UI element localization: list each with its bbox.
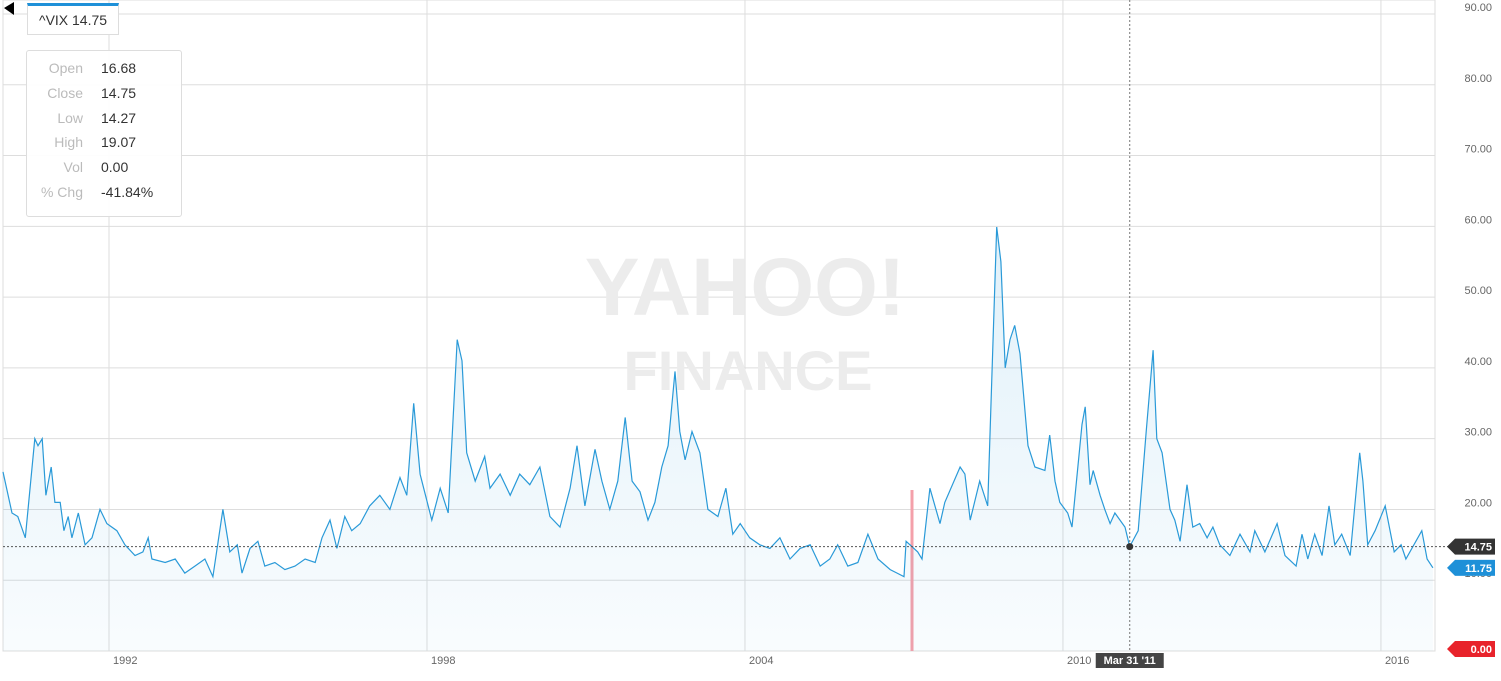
tooltip-key: % Chg — [40, 183, 83, 200]
area — [3, 227, 1433, 651]
crosshair-x-badge — [1095, 653, 1164, 668]
y-tick-label: 70.00 — [1464, 144, 1492, 156]
tooltip-value: 16.68 — [101, 60, 137, 77]
last-badge — [1447, 559, 1455, 576]
x-tick-label: 2016 — [1385, 655, 1409, 667]
y-tick-label: 90.00 — [1464, 2, 1492, 14]
y-tick-label: 40.00 — [1464, 356, 1492, 368]
tooltip-value: 19.07 — [101, 134, 137, 151]
tooltip: Open 16.68 Close 14.75 Low 14.27 High 19.07 Vol 0… — [26, 50, 182, 217]
y-tick-label: 20.00 — [1464, 497, 1492, 509]
x-tick-label: 1992 — [113, 655, 137, 667]
y-tick-label: 60.00 — [1464, 214, 1492, 226]
y-tick-label: 50.00 — [1464, 285, 1492, 297]
tooltip-row: % Chg -41.84% — [27, 179, 181, 204]
tooltip-key: Open — [48, 60, 83, 77]
y-tick-label: 30.00 — [1464, 427, 1492, 439]
y-tick-label: 80.00 — [1464, 73, 1492, 85]
tooltip-row: Open 16.68 — [27, 56, 181, 81]
tooltip-key: Vol — [63, 159, 83, 176]
y-tick-label: 0.00 — [1471, 644, 1492, 656]
crosshair-x-label: Mar 31 '11 — [1104, 655, 1156, 667]
x-tick-label: 1998 — [431, 655, 455, 667]
tooltip-row: Close 14.75 — [27, 81, 181, 106]
crosshair-y-badge — [1447, 538, 1455, 555]
crosshair-dot — [1126, 543, 1134, 551]
watermark: YAHOO! — [585, 242, 905, 333]
tooltip-key: Low — [57, 109, 83, 126]
zero-badge — [1455, 641, 1495, 657]
x-tick-label: 2010 — [1067, 655, 1091, 667]
x-tick-label: 2004 — [749, 655, 773, 667]
last-badge — [1455, 559, 1495, 576]
crosshair-y-badge — [1455, 538, 1495, 555]
tooltip-value: 0.00 — [101, 159, 129, 176]
line — [2, 226, 1434, 579]
tooltip-row: Low 14.27 — [27, 105, 181, 130]
zero-badge — [1447, 641, 1455, 657]
watermark: FINANCE — [624, 339, 873, 402]
tooltip-key: Close — [47, 85, 83, 102]
crosshair-y-badge-label: 14.75 — [1464, 542, 1492, 554]
tooltip-value: 14.75 — [101, 85, 137, 102]
tooltip-value: 14.27 — [101, 109, 137, 126]
last-badge-label: 11.75 — [1465, 563, 1492, 575]
tooltip-key: High — [54, 134, 83, 151]
symbol-label[interactable]: ^VIX 14.75 — [27, 3, 120, 35]
tooltip-row: Vol 0.00 — [27, 155, 181, 180]
tooltip-value: -41.84% — [101, 183, 154, 200]
back-arrow[interactable] — [4, 2, 14, 15]
tooltip-row: High 19.07 — [27, 130, 181, 155]
